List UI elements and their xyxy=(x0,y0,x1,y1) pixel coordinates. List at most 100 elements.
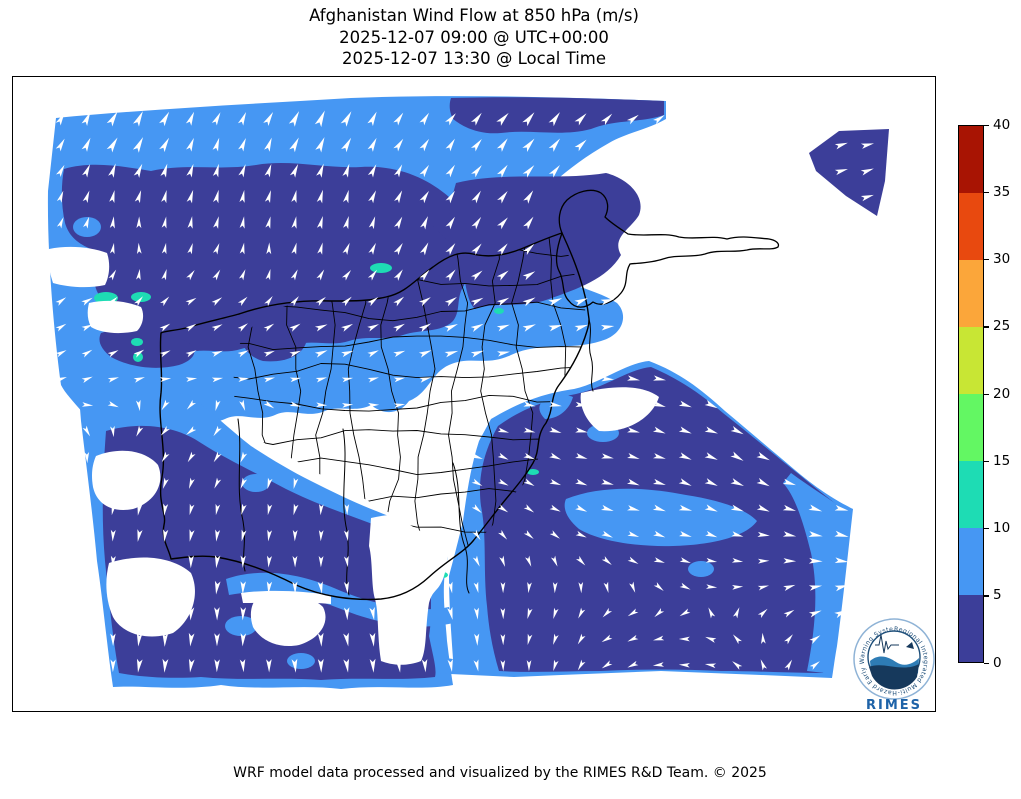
wind-arrow xyxy=(186,163,194,178)
wind-arrow xyxy=(288,111,300,127)
se-right-edge-band-5-10 xyxy=(783,473,849,673)
wind-arrow xyxy=(84,452,90,464)
wakhan-corridor-outline xyxy=(555,189,780,308)
wind-arrow xyxy=(263,323,275,332)
wind-arrow xyxy=(705,530,718,538)
wind-arrow xyxy=(575,453,588,459)
wind-arrow xyxy=(340,111,352,127)
wind-arrow xyxy=(447,607,453,620)
wind-arrow xyxy=(761,632,766,645)
wind-arrow xyxy=(185,350,197,358)
colorbar-segment-30-35 xyxy=(959,193,983,260)
wind-arrow xyxy=(369,606,375,621)
wind-arrow xyxy=(161,399,170,411)
wind-arrow xyxy=(601,375,615,382)
wind-arrow xyxy=(808,531,823,537)
wind-arrow xyxy=(188,632,195,647)
wind-arrow xyxy=(678,636,690,642)
wind-arrow xyxy=(472,529,481,541)
wind-arrow xyxy=(211,377,224,383)
wind-arrow xyxy=(577,659,586,671)
wind-arrow xyxy=(136,268,141,281)
wind-arrow xyxy=(213,451,222,463)
wind-arrow xyxy=(473,607,479,620)
wind-arrow xyxy=(212,163,219,178)
wind-arrow xyxy=(133,163,143,178)
wind-arrow xyxy=(213,216,219,229)
wind-arrow xyxy=(860,194,874,202)
province-line-farah xyxy=(237,418,246,572)
wind-arrow xyxy=(186,270,195,281)
wind-arrow-field xyxy=(55,110,875,673)
wind-arrow xyxy=(678,400,692,408)
wind-arrow xyxy=(732,585,744,590)
wind-arrow xyxy=(211,350,223,357)
wind-arrow xyxy=(289,350,302,358)
colorbar-ticks: 40 35 30 25 20 15 10 5 0 xyxy=(984,0,1021,799)
wind-arrow xyxy=(110,529,116,542)
sw-small-blob-2 xyxy=(287,653,315,669)
wind-arrow xyxy=(289,377,302,383)
wind-arrow xyxy=(266,242,272,255)
wind-arrow xyxy=(470,350,484,358)
wind-arrow xyxy=(211,297,223,306)
wind-arrow xyxy=(473,659,479,672)
wind-arrow xyxy=(497,504,509,513)
wind-arrow xyxy=(473,581,479,594)
wind-arrow xyxy=(136,425,144,437)
wind-arrow xyxy=(782,504,797,511)
wind-arrow xyxy=(186,137,194,152)
colorbar-tick-label: 25 xyxy=(993,318,1011,335)
wind-arrow xyxy=(732,661,743,670)
map-axes: Regional Integrated Multi-Hazard Early W… xyxy=(12,76,936,712)
colorbar-tick-label: 30 xyxy=(993,251,1011,267)
wind-arrow xyxy=(393,242,403,256)
wind-arrow xyxy=(601,660,613,669)
wind-arrow xyxy=(240,451,248,463)
wind-arrow xyxy=(238,138,246,152)
wind-arrow xyxy=(214,477,222,489)
wind-arrow xyxy=(834,530,849,537)
wind-arrow xyxy=(187,451,196,463)
region-north-central-indigo xyxy=(448,173,641,309)
footer-credit: WRF model data processed and visualized … xyxy=(233,765,767,781)
wind-arrow xyxy=(522,271,536,281)
wind-arrow xyxy=(525,555,532,567)
wind-arrow xyxy=(522,297,536,307)
wind-arrow xyxy=(342,189,349,204)
wind-arrow xyxy=(756,451,770,461)
wind-arrow xyxy=(500,660,506,672)
wind-arrow xyxy=(319,504,324,516)
wind-arrow xyxy=(266,659,272,673)
wind-arrow xyxy=(189,529,195,542)
wind-arrow xyxy=(393,323,405,332)
wind-arrow xyxy=(678,662,690,668)
wind-arrow xyxy=(496,112,509,126)
wind-arrow xyxy=(263,111,274,126)
wind-arrow xyxy=(161,451,170,463)
wind-arrow xyxy=(652,635,665,641)
wind-arrow xyxy=(163,529,169,542)
wind-arrow xyxy=(756,504,770,512)
wind-arrow xyxy=(782,531,797,537)
afghanistan-border-west-south-east xyxy=(159,232,590,601)
wind-arrow xyxy=(135,399,141,412)
region-top-right-triangle-0-5 xyxy=(809,129,889,216)
wind-arrow xyxy=(419,164,430,178)
wind-arrow xyxy=(522,138,535,152)
colorbar-segment-35-40 xyxy=(959,126,983,193)
wind-arrow xyxy=(240,607,247,621)
wind-arrow xyxy=(289,323,301,332)
wind-arrow xyxy=(420,216,428,230)
wind-arrow xyxy=(187,216,193,229)
colorbar-tick-mark xyxy=(984,662,989,664)
colorbar-segment-25-30 xyxy=(959,260,983,327)
wind-arrow xyxy=(264,296,273,307)
wind-arrow xyxy=(368,190,377,204)
wind-arrow xyxy=(522,243,535,256)
wind-arrow xyxy=(343,658,350,673)
wind-arrow xyxy=(445,113,456,126)
wind-arrow xyxy=(106,111,118,127)
wind-arrow xyxy=(137,529,143,542)
wind-arrow xyxy=(237,296,248,307)
